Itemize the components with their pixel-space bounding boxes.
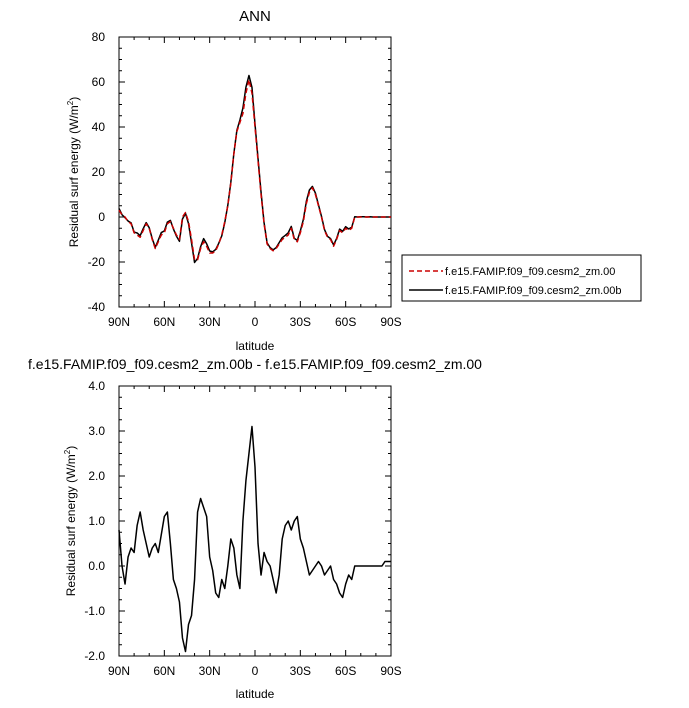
plot-frame	[118, 36, 392, 308]
series-lines	[118, 74, 391, 264]
y-tick-labels: -2.0 -1.0 0.0 1.0 2.0 3.0 4.0	[84, 379, 105, 663]
y-tick-label: 40	[92, 120, 106, 134]
y-axis-label: Residual surf energy (W/m2)	[66, 97, 81, 248]
y-tick-label: 20	[92, 165, 106, 179]
top-panel: ANN 90N 60N 30N 0 30S 60S 90S -40-20020406080 …	[66, 8, 642, 353]
y-tick-label: 4.0	[88, 379, 105, 393]
x-tick-label: 90N	[108, 664, 130, 678]
x-tick-label: 90S	[380, 315, 401, 329]
y-tick-label: -20	[88, 255, 106, 269]
y-tick-label: 0.0	[88, 559, 105, 573]
y-tick-label: 2.0	[88, 469, 105, 483]
bottom-panel: f.e15.FAMIP.f09_f09.cesm2_zm.00b - f.e15…	[28, 356, 482, 701]
x-tick-label: 30N	[199, 315, 221, 329]
y-tick-label: 60	[92, 75, 106, 89]
x-tick-label: 0	[252, 315, 259, 329]
x-tick-label: 90N	[108, 315, 130, 329]
x-tick-label: 30N	[199, 664, 221, 678]
x-tick-label: 90S	[380, 664, 401, 678]
panel-title: ANN	[239, 8, 271, 25]
x-tick-label: 60S	[335, 315, 356, 329]
y-tick-label: 0	[98, 210, 105, 224]
y-tick-label: 3.0	[88, 424, 105, 438]
x-tick-marks	[118, 37, 392, 307]
y-tick-label: -40	[88, 300, 106, 314]
x-tick-label: 60S	[335, 664, 356, 678]
y-tick-marks	[119, 36, 391, 308]
y-tick-label: 80	[92, 30, 106, 44]
legend-box	[401, 254, 642, 302]
x-tick-label: 30S	[290, 664, 311, 678]
series-line-0	[118, 79, 391, 261]
y-axis-label: Residual surf energy (W/m2)	[63, 446, 78, 597]
x-tick-marks	[118, 386, 392, 656]
x-axis-label: latitude	[236, 687, 275, 701]
y-tick-label: -2.0	[84, 649, 105, 663]
legend-label-1: f.e15.FAMIP.f09_f09.cesm2_zm.00b	[445, 285, 622, 297]
x-tick-label: 30S	[290, 315, 311, 329]
series-lines	[118, 425, 391, 653]
x-tick-labels: 90N 60N 30N 0 30S 60S 90S	[108, 664, 402, 678]
y-tick-marks	[119, 385, 391, 657]
x-tick-label: 0	[252, 664, 259, 678]
y-tick-labels: -40 -20 0 20 40 60 80	[88, 30, 106, 314]
x-axis-label: latitude	[236, 339, 275, 353]
plot-frame	[118, 385, 392, 657]
y-tick-label: 1.0	[88, 514, 105, 528]
legend: f.e15.FAMIP.f09_f09.cesm2_zm.00 f.e15.FA…	[401, 254, 642, 302]
x-tick-label: 60N	[153, 664, 175, 678]
panel-title: f.e15.FAMIP.f09_f09.cesm2_zm.00b - f.e15…	[28, 356, 482, 372]
legend-label-0: f.e15.FAMIP.f09_f09.cesm2_zm.00	[445, 266, 615, 278]
y-tick-label: -1.0	[84, 604, 105, 618]
series-line-0	[118, 425, 391, 653]
series-line-1	[118, 74, 391, 264]
x-tick-label: 60N	[153, 315, 175, 329]
x-tick-labels: 90N 60N 30N 0 30S 60S 90S	[108, 315, 402, 329]
